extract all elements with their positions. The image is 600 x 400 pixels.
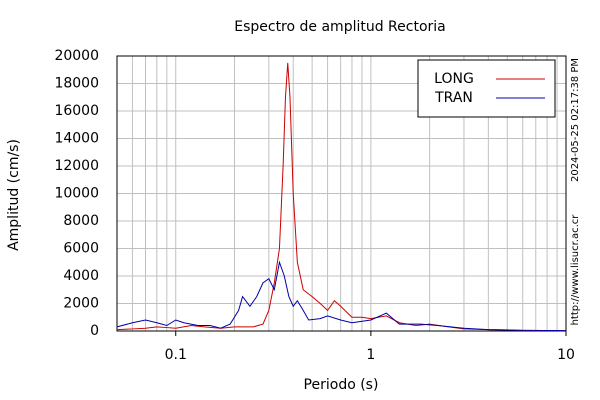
series-line [116, 260, 567, 332]
legend-box [417, 59, 556, 118]
x-tick-label: 0.1 [165, 347, 187, 363]
chart-title: Espectro de amplitud Rectoria [234, 19, 446, 35]
x-tick-label: 1 [366, 347, 375, 363]
x-tick-label: 10 [557, 347, 575, 363]
y-tick-label: 6000 [63, 241, 99, 257]
legend-label: LONG [434, 71, 474, 87]
legend-label: TRAN [434, 90, 473, 106]
y-tick-label: 4000 [63, 268, 99, 284]
y-tick-label: 10000 [54, 186, 99, 202]
y-tick-label: 14000 [54, 131, 99, 147]
plot-frame [116, 55, 567, 332]
y-tick-label: 12000 [54, 158, 99, 174]
y-tick-label: 8000 [63, 213, 99, 229]
y-tick-label: 20000 [54, 48, 99, 64]
y-axis-label: Amplitud (cm/s) [6, 139, 22, 251]
source-url: http://www.lisucr.ac.cr [570, 214, 581, 326]
x-axis-label: Periodo (s) [304, 377, 379, 393]
y-tick-label: 16000 [54, 103, 99, 119]
timestamp: 2024-05-25 02:17:38 PM [570, 58, 581, 182]
y-tick-label: 0 [90, 323, 99, 339]
y-tick-label: 18000 [54, 76, 99, 92]
y-tick-label: 2000 [63, 296, 99, 312]
